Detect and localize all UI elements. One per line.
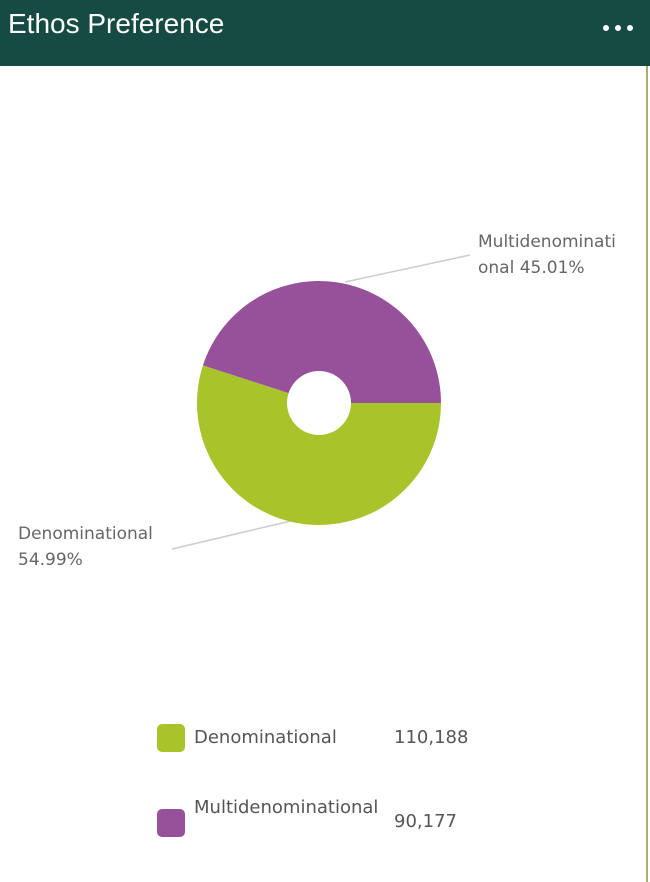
- slice-percent: 45.01%: [519, 258, 585, 278]
- header: Ethos Preference: [0, 0, 650, 66]
- chart: [171, 254, 471, 550]
- legend-swatch: [157, 724, 185, 752]
- slice-label: Denominational 54.99%: [18, 521, 158, 573]
- slice-percent: 54.99%: [18, 550, 83, 570]
- legend-value: 90,177: [394, 811, 457, 832]
- legend-value: 110,188: [394, 727, 469, 748]
- widget-title: Ethos Preference: [8, 8, 225, 39]
- legend-label: Denominational: [194, 727, 337, 748]
- slice-label: Multidenominational 45.01%: [478, 229, 618, 281]
- leader-line: [344, 254, 471, 283]
- donut-slice[interactable]: [202, 281, 441, 403]
- donut-slice[interactable]: [196, 365, 441, 525]
- slice-category: Multidenominational: [478, 232, 616, 278]
- legend-label: Multidenominational: [194, 797, 379, 818]
- slice-category: Denominational: [18, 524, 153, 544]
- panel-border: [646, 66, 648, 882]
- legend-swatch: [157, 809, 185, 837]
- leader-line: [171, 519, 296, 550]
- more-menu[interactable]: [602, 24, 634, 32]
